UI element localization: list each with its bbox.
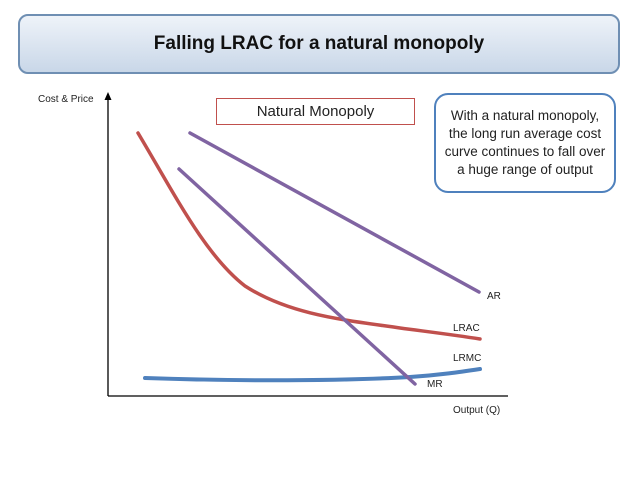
lrac-label: LRAC	[453, 323, 480, 334]
diagram-title: Falling LRAC for a natural monopoly	[153, 33, 485, 54]
note-callout: With a natural monopoly, the long run av…	[434, 93, 616, 193]
lrac-curve	[136, 131, 482, 341]
x-axis-label: Output (Q)	[453, 405, 501, 416]
y-axis-arrow	[104, 92, 112, 100]
natural-monopoly-label: Natural Monopoly	[216, 98, 415, 125]
title-banner: Falling LRAC for a natural monopoly	[18, 14, 620, 74]
ar-label: AR	[487, 291, 501, 302]
lrmc-curve	[143, 367, 482, 383]
mr-label: MR	[427, 379, 443, 390]
lrmc-label: LRMC	[453, 353, 482, 364]
ar-curve	[188, 131, 481, 294]
mr-curve	[177, 167, 417, 386]
y-axis-label: Cost & Price	[38, 94, 94, 105]
note-text: With a natural monopoly, the long run av…	[444, 108, 606, 177]
